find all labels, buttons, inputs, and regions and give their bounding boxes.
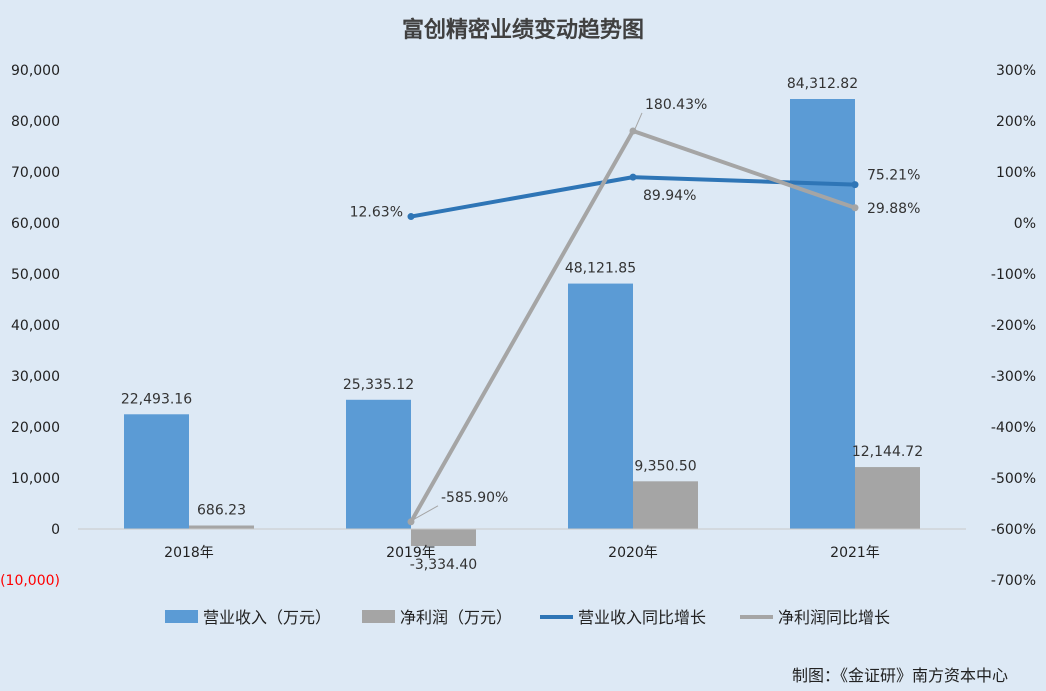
- bar-value-label: 22,493.16: [121, 391, 192, 407]
- lines-layer: [407, 112, 859, 526]
- bar-revenue: [124, 414, 189, 529]
- right-tick-label: -400%: [991, 420, 1036, 436]
- category-label: 2020年: [608, 545, 658, 561]
- line-point: [851, 181, 859, 189]
- line-value-label: 29.88%: [867, 201, 920, 217]
- legend-label: 净利润（万元）: [400, 608, 512, 627]
- line-value-label: -585.90%: [441, 490, 508, 506]
- bar-revenue: [346, 399, 411, 529]
- left-tick-label: 10,000: [11, 471, 60, 487]
- left-tick-label: 80,000: [11, 114, 60, 130]
- legend-label: 营业收入同比增长: [578, 608, 706, 627]
- bar-net-profit: [411, 529, 476, 547]
- right-tick-label: 100%: [996, 165, 1036, 181]
- legend-swatch: [165, 610, 198, 623]
- left-tick-label: 50,000: [11, 267, 60, 283]
- right-tick-label: 200%: [996, 114, 1036, 130]
- bar-value-label: -3,334.40: [410, 557, 477, 573]
- bar-value-label: 686.23: [197, 503, 246, 519]
- category-labels: 2018年 2019年 2020年 2021年: [164, 545, 880, 561]
- left-tick-label: 90,000: [11, 63, 60, 79]
- bar-value-label: 12,144.72: [852, 444, 923, 460]
- source-credit: 制图：《金证研》南方资本中心: [791, 666, 1008, 685]
- left-tick-label: 40,000: [11, 318, 60, 334]
- chart-title: 富创精密业绩变动趋势图: [402, 17, 644, 43]
- line-value-label: 12.63%: [350, 205, 403, 221]
- left-tick-label: 30,000: [11, 369, 60, 385]
- line-value-label: 180.43%: [645, 97, 707, 113]
- right-tick-label: -300%: [991, 369, 1036, 385]
- category-label: 2021年: [830, 545, 880, 561]
- data-labels-layer: 22,493.16 25,335.12 48,121.85 84,312.82 686.…: [121, 76, 923, 573]
- left-tick-label: 60,000: [11, 216, 60, 232]
- left-tick-label: (10,000): [0, 573, 60, 589]
- bar-net-profit: [633, 481, 698, 529]
- bar-value-label: 84,312.82: [787, 76, 858, 92]
- legend-swatch: [362, 610, 395, 623]
- label-leader-line: [412, 505, 439, 521]
- line-point: [851, 204, 859, 212]
- right-tick-label: -600%: [991, 522, 1036, 538]
- bars-layer: [124, 99, 920, 547]
- right-axis: -700% -600% -500% -400% -300% -200% -100% 0% 100…: [991, 63, 1036, 589]
- bar-revenue: [568, 283, 633, 529]
- category-label: 2018年: [164, 545, 214, 561]
- line-point: [407, 518, 415, 526]
- line-point: [629, 173, 637, 181]
- right-tick-label: -100%: [991, 267, 1036, 283]
- bar-revenue: [790, 99, 855, 530]
- right-tick-label: 300%: [996, 63, 1036, 79]
- legend: 营业收入（万元） 净利润（万元） 营业收入同比增长 净利润同比增长: [165, 608, 890, 627]
- line-point: [407, 213, 415, 221]
- right-tick-label: -700%: [991, 573, 1036, 589]
- left-axis: (10,000) 0 10,000 20,000 30,000 40,000 50,000 6…: [0, 63, 60, 589]
- right-tick-label: -200%: [991, 318, 1036, 334]
- right-tick-label: 0%: [1014, 216, 1036, 232]
- line-value-label: 75.21%: [867, 168, 920, 184]
- legend-label: 净利润同比增长: [778, 608, 890, 627]
- label-leader-line: [634, 112, 643, 130]
- left-tick-label: 0: [51, 522, 60, 538]
- bar-value-label: 9,350.50: [634, 458, 696, 474]
- left-tick-label: 70,000: [11, 165, 60, 181]
- bar-value-label: 48,121.85: [565, 261, 636, 277]
- bar-net-profit: [189, 525, 254, 529]
- legend-label: 营业收入（万元）: [203, 608, 331, 627]
- bar-value-label: 25,335.12: [343, 377, 414, 393]
- line-point: [629, 127, 637, 135]
- right-tick-label: -500%: [991, 471, 1036, 487]
- category-label: 2019年: [386, 545, 436, 561]
- left-tick-label: 20,000: [11, 420, 60, 436]
- line-value-label: 89.94%: [643, 188, 696, 204]
- bar-net-profit: [855, 467, 920, 529]
